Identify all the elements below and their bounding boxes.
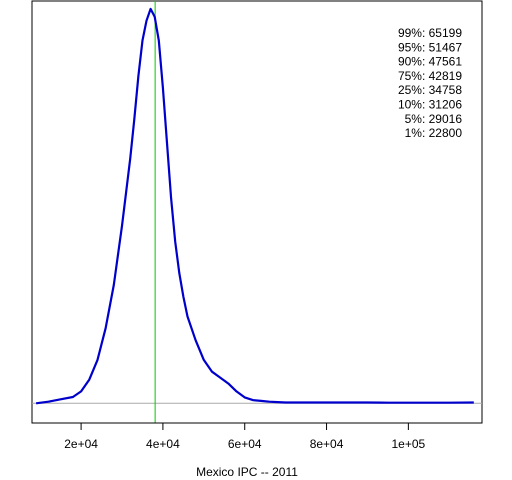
quantile-label: 90%: 47561 (398, 55, 462, 69)
x-axis-title: Mexico IPC -- 2011 (196, 465, 298, 479)
x-tick-label: 2e+04 (64, 437, 98, 451)
quantile-label: 1%: 22800 (405, 126, 463, 140)
quantile-label: 75%: 42819 (398, 69, 462, 83)
quantile-label: 25%: 34758 (398, 83, 462, 97)
quantile-label: 95%: 51467 (398, 40, 462, 54)
x-tick-label: 1e+05 (392, 437, 426, 451)
density-curve (35, 7, 474, 405)
quantile-label: 10%: 31206 (398, 98, 462, 112)
x-axis-ticks: 2e+04 4e+04 6e+04 8e+04 1e+05 (64, 423, 426, 451)
quantile-label: 5%: 29016 (405, 112, 463, 126)
x-tick-label: 8e+04 (310, 437, 344, 451)
quantile-label: 99%: 65199 (398, 26, 462, 40)
x-tick-label: 4e+04 (146, 437, 180, 451)
x-tick-label: 6e+04 (228, 437, 262, 451)
